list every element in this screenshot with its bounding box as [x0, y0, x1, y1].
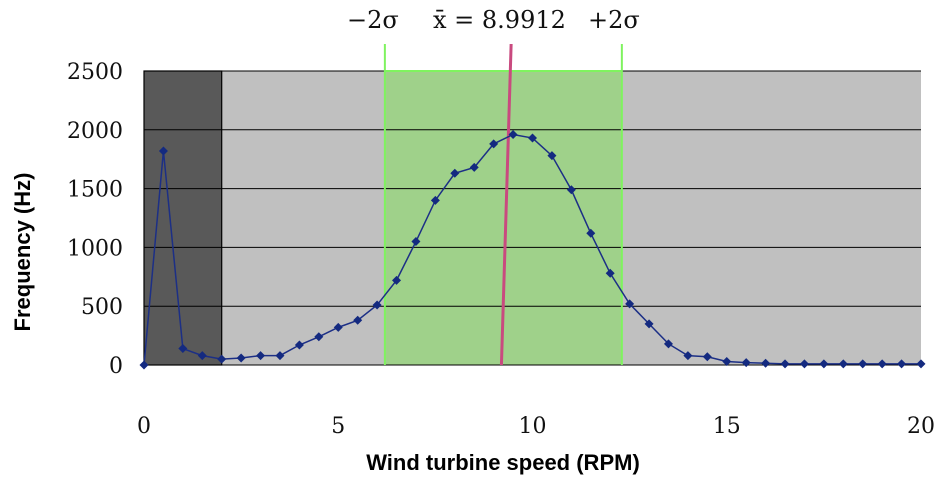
data-point [722, 356, 732, 366]
data-point [586, 228, 596, 238]
data-point [819, 359, 829, 369]
data-point [838, 359, 848, 369]
y-tick-label: 500 [81, 295, 123, 320]
data-point [236, 353, 246, 363]
data-point [294, 340, 304, 350]
mean-label: x̄ = 8.9912 [433, 6, 566, 34]
data-point [625, 299, 635, 309]
data-point [158, 146, 168, 156]
data-point [430, 195, 440, 205]
data-point [780, 359, 790, 369]
data-point [489, 139, 499, 149]
mean-line [499, 43, 513, 366]
data-point [566, 185, 576, 195]
data-point [450, 168, 460, 178]
y-tick-label: 2000 [67, 119, 123, 144]
data-point [139, 360, 149, 370]
x-tick-labels: 0 5 10 15 20 [137, 414, 935, 439]
region-borders [143, 44, 623, 366]
data-point [353, 315, 363, 325]
data-point [275, 351, 285, 361]
data-point [372, 300, 382, 310]
x-tick-label: 5 [331, 414, 345, 439]
data-point [799, 359, 809, 369]
shaded-region-0 [144, 71, 222, 365]
data-point [508, 130, 518, 140]
data-point [469, 162, 479, 172]
plus-two-sigma-label: +2σ [588, 6, 640, 34]
data-point [897, 359, 907, 369]
data-series [139, 130, 926, 370]
data-point [644, 319, 654, 329]
data-point [916, 359, 926, 369]
dark-region-outline [143, 70, 223, 366]
data-point [547, 151, 557, 161]
data-point [761, 358, 771, 368]
y-tick-label: 0 [109, 354, 123, 379]
data-point [877, 359, 887, 369]
data-point [333, 322, 343, 332]
x-tick-label: 15 [713, 414, 741, 439]
grid-lines [144, 70, 921, 366]
data-point [605, 268, 615, 278]
data-point [392, 275, 402, 285]
x-tick-label: 20 [907, 414, 935, 439]
minus-two-sigma-label: −2σ [347, 6, 399, 34]
x-axis-title: Wind turbine speed (RPM) [366, 450, 640, 475]
y-axis-title: Frequency (Hz) [10, 173, 35, 332]
data-point [197, 351, 207, 361]
data-point [702, 352, 712, 362]
data-point [178, 344, 188, 354]
data-point [663, 339, 673, 349]
y-tick-labels: 0 500 1000 1500 2000 2500 [67, 60, 123, 379]
x-tick-label: 10 [519, 414, 547, 439]
data-point [411, 237, 421, 247]
data-point [314, 332, 324, 342]
data-point [217, 354, 227, 364]
y-tick-label: 2500 [67, 60, 123, 85]
y-tick-label: 1500 [67, 178, 123, 203]
data-point [683, 351, 693, 361]
x-tick-label: 0 [137, 414, 151, 439]
data-point [528, 133, 537, 143]
data-point [858, 359, 868, 369]
y-tick-label: 1000 [67, 236, 123, 261]
data-point [256, 351, 266, 361]
data-point [741, 358, 751, 368]
